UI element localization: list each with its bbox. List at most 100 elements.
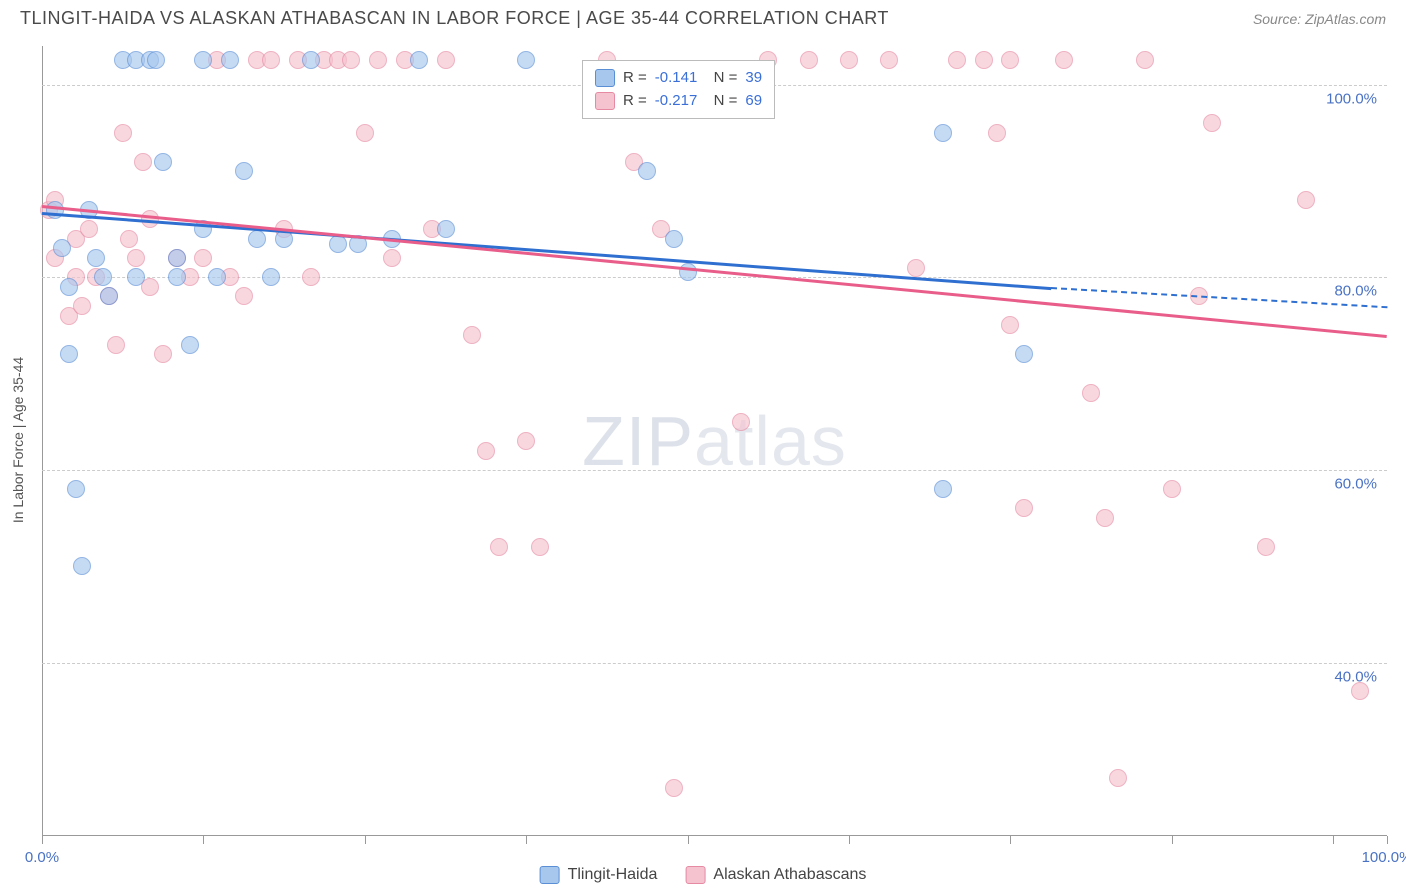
y-tick-label: 60.0% [1334,475,1377,492]
scatter-point-blue [262,268,280,286]
scatter-point-blue [181,336,199,354]
scatter-point-blue [934,480,952,498]
scatter-point-pink [1163,480,1181,498]
scatter-point-blue [127,268,145,286]
scatter-point-blue [194,51,212,69]
scatter-point-pink [1055,51,1073,69]
watermark-zip: ZIP [582,402,694,480]
scatter-point-blue [1015,345,1033,363]
swatch-blue-small [595,69,615,87]
scatter-point-blue [94,268,112,286]
swatch-pink-small [595,92,615,110]
scatter-point-blue [437,220,455,238]
scatter-point-pink [1203,114,1221,132]
scatter-point-pink [463,326,481,344]
scatter-point-blue [934,124,952,142]
scatter-point-pink [800,51,818,69]
legend-r-value-pink: -0.217 [655,90,698,113]
scatter-point-pink [665,779,683,797]
scatter-point-pink [134,153,152,171]
scatter-point-pink [342,51,360,69]
scatter-point-pink [1082,384,1100,402]
scatter-point-pink [531,538,549,556]
scatter-point-blue [638,162,656,180]
x-tick [1172,836,1173,844]
scatter-point-pink [127,249,145,267]
scatter-point-pink [302,268,320,286]
scatter-point-pink [73,297,91,315]
scatter-point-pink [1257,538,1275,556]
chart-header: TLINGIT-HAIDA VS ALASKAN ATHABASCAN IN L… [0,0,1406,33]
scatter-point-blue [410,51,428,69]
x-tick-label: 0.0% [25,849,59,866]
scatter-point-blue [154,153,172,171]
scatter-point-blue [248,230,266,248]
scatter-point-blue [60,345,78,363]
scatter-point-blue [235,162,253,180]
y-tick-label: 80.0% [1334,283,1377,300]
scatter-point-blue [147,51,165,69]
scatter-point-pink [1001,51,1019,69]
gridline-h [42,277,1387,278]
plot-area: ZIPatlas 40.0%60.0%80.0%100.0%0.0%100.0%… [42,46,1387,836]
scatter-point-pink [120,230,138,248]
watermark-atlas: atlas [694,402,847,480]
x-tick [849,836,850,844]
legend-r-value-blue: -0.141 [655,67,698,90]
scatter-point-blue [665,230,683,248]
bottom-legend: Tlingit-Haida Alaskan Athabascans [540,866,867,884]
scatter-point-pink [383,249,401,267]
scatter-point-pink [80,220,98,238]
scatter-point-blue [73,557,91,575]
scatter-point-pink [907,259,925,277]
legend-n-value-pink: 69 [745,90,762,113]
scatter-point-pink [490,538,508,556]
correlation-legend: R = -0.141 N = 39R = -0.217 N = 69 [582,60,775,119]
legend-item-blue: Tlingit-Haida [540,866,658,884]
x-tick [688,836,689,844]
scatter-point-blue [221,51,239,69]
scatter-point-pink [732,413,750,431]
scatter-point-pink [262,51,280,69]
scatter-point-blue [517,51,535,69]
x-tick [42,836,43,844]
scatter-point-blue [60,278,78,296]
y-tick-label: 100.0% [1326,90,1377,107]
y-axis-label: In Labor Force | Age 35-44 [10,357,26,523]
gridline-h [42,470,1387,471]
legend-label-blue: Tlingit-Haida [568,866,658,884]
scatter-point-pink [369,51,387,69]
scatter-point-pink [975,51,993,69]
scatter-point-blue [53,239,71,257]
x-tick [1333,836,1334,844]
x-tick [203,836,204,844]
source-attribution: Source: ZipAtlas.com [1253,11,1386,27]
swatch-blue [540,866,560,884]
legend-n-label: N = [705,67,737,90]
scatter-point-pink [107,336,125,354]
trend-line [42,205,1387,338]
chart-title: TLINGIT-HAIDA VS ALASKAN ATHABASCAN IN L… [20,8,889,29]
legend-item-pink: Alaskan Athabascans [685,866,866,884]
scatter-point-pink [1015,499,1033,517]
scatter-point-pink [477,442,495,460]
scatter-point-blue [100,287,118,305]
scatter-point-pink [1109,769,1127,787]
x-tick [1010,836,1011,844]
scatter-point-pink [1297,191,1315,209]
legend-r-label: R = [623,67,647,90]
scatter-point-pink [880,51,898,69]
legend-n-value-blue: 39 [745,67,762,90]
legend-n-label: N = [705,90,737,113]
scatter-point-pink [1351,682,1369,700]
scatter-point-pink [948,51,966,69]
scatter-point-blue [67,480,85,498]
scatter-point-blue [87,249,105,267]
scatter-point-pink [1096,509,1114,527]
scatter-point-blue [208,268,226,286]
x-tick [526,836,527,844]
legend-r-label: R = [623,90,647,113]
legend-row-blue: R = -0.141 N = 39 [595,67,762,90]
scatter-point-blue [168,249,186,267]
x-tick [365,836,366,844]
